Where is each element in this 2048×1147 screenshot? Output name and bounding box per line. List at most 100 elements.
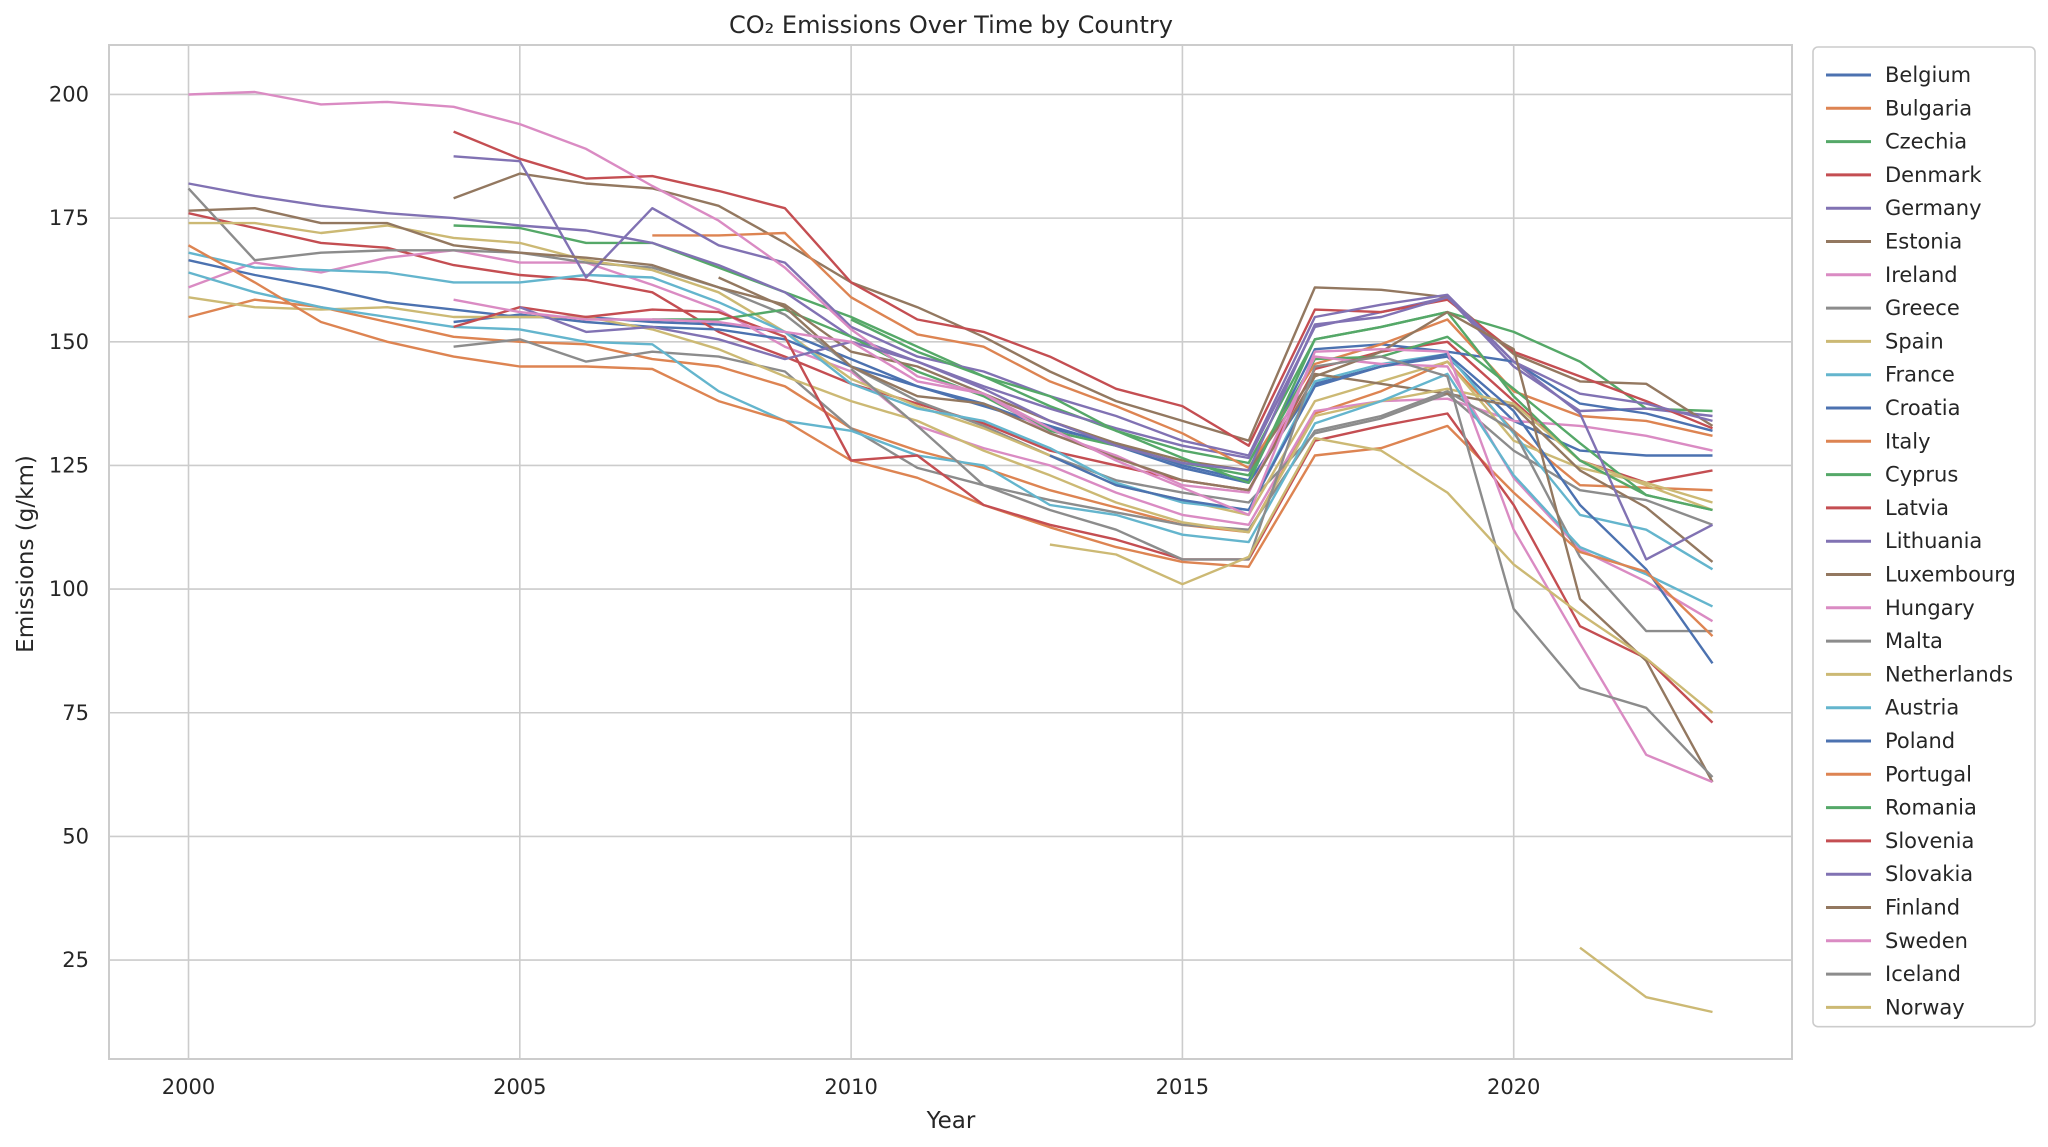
series-line-latvia xyxy=(453,130,1713,447)
series-line-finland xyxy=(718,276,1714,783)
series-line-luxembourg xyxy=(188,207,1714,563)
series-line-estonia xyxy=(453,172,1714,442)
legend-item-sweden: Sweden xyxy=(1826,929,1968,953)
series-line-poland xyxy=(1049,352,1714,664)
legend-item-czechia: Czechia xyxy=(1826,130,1967,154)
x-tick-label: 2020 xyxy=(1487,1075,1540,1099)
series-line-slovakia xyxy=(519,296,1714,561)
legend: Belgium Bulgaria Czechia Denmark Germany Esto… xyxy=(1812,46,2036,1028)
y-tick-label: 125 xyxy=(49,453,89,477)
series-line-portugal xyxy=(187,244,1714,637)
legend-item-ireland: Ireland xyxy=(1826,263,1958,287)
legend-label: Iceland xyxy=(1885,962,1961,986)
legend-item-portugal: Portugal xyxy=(1826,762,1972,786)
x-tick-label: 2010 xyxy=(824,1075,877,1099)
series-line-sweden xyxy=(453,298,1713,784)
series-line-romania xyxy=(850,310,1713,512)
legend-label: Czechia xyxy=(1885,130,1967,154)
y-axis-label: Emissions (g/km) xyxy=(13,455,39,653)
legend-label: Finland xyxy=(1885,896,1960,920)
legend-label: Spain xyxy=(1885,329,1944,353)
series-line-spain xyxy=(188,221,1713,517)
legend-box xyxy=(1812,46,2036,1028)
series-line-france xyxy=(188,251,1714,571)
legend-item-germany: Germany xyxy=(1826,196,1982,220)
y-tick-label: 175 xyxy=(49,206,89,230)
legend-label: Italy xyxy=(1885,429,1931,453)
series-line-hungary xyxy=(188,90,1714,623)
legend-label: Belgium xyxy=(1885,63,1971,87)
x-tick-label: 2015 xyxy=(1156,1075,1209,1099)
legend-label: Latvia xyxy=(1885,496,1949,520)
legend-item-denmark: Denmark xyxy=(1826,163,1982,187)
legend-label: Croatia xyxy=(1885,396,1961,420)
series-line-croatia xyxy=(453,313,1713,482)
legend-item-luxembourg: Luxembourg xyxy=(1826,563,2016,587)
x-axis-label: Year xyxy=(926,1108,976,1134)
y-tick-label: 200 xyxy=(49,82,89,106)
series-line-iceland xyxy=(850,355,1714,778)
series-line-norway xyxy=(1049,437,1714,714)
legend-label: Hungary xyxy=(1885,596,1975,620)
legend-label: Netherlands xyxy=(1885,662,2013,686)
series-layer xyxy=(187,90,1714,1014)
legend-label: Austria xyxy=(1885,696,1959,720)
plot-frame xyxy=(108,44,1793,1060)
legend-label: Portugal xyxy=(1885,762,1972,786)
legend-item-spain: Spain xyxy=(1826,329,1944,353)
legend-label: Denmark xyxy=(1885,163,1982,187)
legend-item-italy: Italy xyxy=(1826,429,1931,453)
legend-item-bulgaria: Bulgaria xyxy=(1826,96,1972,120)
legend-item-slovenia: Slovenia xyxy=(1826,829,1974,853)
legend-label: Slovakia xyxy=(1885,862,1973,886)
legend-label: Lithuania xyxy=(1885,529,1982,553)
x-tick-label: 2000 xyxy=(162,1075,215,1099)
y-tick-label: 75 xyxy=(62,701,89,725)
legend-label: Greece xyxy=(1885,296,1960,320)
legend-item-hungary: Hungary xyxy=(1826,596,1975,620)
legend-label: Norway xyxy=(1885,995,1965,1019)
legend-item-cyprus: Cyprus xyxy=(1826,463,1958,487)
legend-label: Ireland xyxy=(1885,263,1958,287)
legend-label: Slovenia xyxy=(1885,829,1974,853)
series-line-greece xyxy=(187,187,1713,526)
legend-label: Luxembourg xyxy=(1885,563,2016,587)
legend-item-netherlands: Netherlands xyxy=(1826,662,2013,686)
series-line-italy xyxy=(652,231,1713,470)
legend-label: Sweden xyxy=(1885,929,1968,953)
legend-item-croatia: Croatia xyxy=(1826,396,1961,420)
y-tick-label: 150 xyxy=(49,330,89,354)
legend-item-finland: Finland xyxy=(1826,896,1960,920)
x-tick-label: 2005 xyxy=(493,1075,546,1099)
legend-item-france: France xyxy=(1826,363,1955,387)
legend-item-estonia: Estonia xyxy=(1826,230,1962,254)
legend-item-poland: Poland xyxy=(1826,729,1955,753)
legend-item-romania: Romania xyxy=(1826,796,1977,820)
legend-item-austria: Austria xyxy=(1826,696,1959,720)
legend-item-belgium: Belgium xyxy=(1826,63,1971,87)
legend-label: Poland xyxy=(1885,729,1955,753)
series-line-unlabeled-29 xyxy=(1579,946,1713,1014)
legend-label: Estonia xyxy=(1885,230,1962,254)
legend-item-slovakia: Slovakia xyxy=(1826,862,1973,886)
legend-item-lithuania: Lithuania xyxy=(1826,529,1982,553)
legend-item-greece: Greece xyxy=(1826,296,1960,320)
legend-label: Cyprus xyxy=(1885,463,1958,487)
chart-title: CO₂ Emissions Over Time by Country xyxy=(729,11,1173,39)
y-tick-label: 25 xyxy=(62,948,89,972)
y-tick-label: 50 xyxy=(62,824,89,848)
legend-label: Bulgaria xyxy=(1885,96,1972,120)
legend-item-norway: Norway xyxy=(1826,995,1965,1019)
legend-item-iceland: Iceland xyxy=(1826,962,1961,986)
legend-label: Romania xyxy=(1885,796,1977,820)
series-line-slovenia xyxy=(453,306,1714,724)
axis-layer xyxy=(108,44,1793,1060)
tick-layer: 2000 2005 2010 2015 2020 25 50 75 100 125 150 175 20… xyxy=(49,82,1541,1099)
legend-label: France xyxy=(1885,363,1955,387)
legend-label: Germany xyxy=(1885,196,1982,220)
legend-item-latvia: Latvia xyxy=(1826,496,1949,520)
series-line-austria xyxy=(188,271,1714,608)
legend-label: Malta xyxy=(1885,629,1943,653)
